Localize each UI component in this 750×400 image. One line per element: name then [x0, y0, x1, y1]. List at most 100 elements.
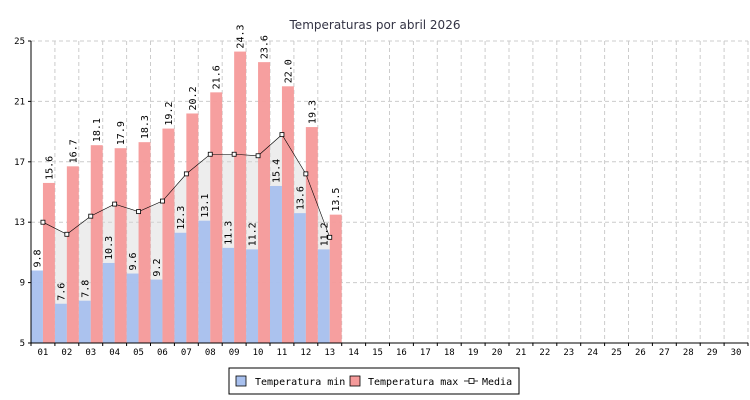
- value-label-max-04: 17.9: [116, 121, 127, 145]
- legend-swatch-max: [349, 375, 361, 387]
- value-label-min-04: 10.3: [104, 236, 115, 260]
- x-tick-label-11: 11: [277, 348, 288, 358]
- value-label-min-09: 11.3: [224, 221, 235, 245]
- x-tick-label-18: 18: [444, 348, 455, 358]
- value-label-max-08: 21.6: [212, 65, 223, 89]
- value-label-min-11: 15.4: [271, 159, 282, 183]
- bar-min-05: [126, 273, 139, 343]
- value-label-min-01: 9.8: [32, 249, 43, 267]
- x-tick-label-19: 19: [468, 348, 479, 358]
- bar-min-12: [293, 213, 306, 343]
- x-tick-label-02: 02: [61, 348, 72, 358]
- x-tick-label-04: 04: [109, 348, 120, 358]
- media-marker-03: [88, 213, 94, 219]
- bar-min-01: [31, 270, 43, 343]
- bar-max-12: [305, 127, 318, 343]
- media-marker-05: [136, 209, 141, 215]
- x-tick-label-28: 28: [683, 348, 694, 358]
- media-marker-06: [160, 198, 165, 204]
- x-tick-label-15: 15: [372, 348, 383, 358]
- x-tick-label-13: 13: [324, 348, 335, 358]
- x-tick-label-09: 09: [229, 348, 240, 358]
- y-tick-label-25: 25: [14, 37, 25, 47]
- y-tick-label-17: 17: [14, 158, 25, 168]
- bar-max-07: [186, 113, 199, 343]
- y-tick-label-13: 13: [14, 218, 25, 228]
- value-label-min-02: 7.6: [56, 283, 67, 301]
- x-tick-label-08: 08: [205, 348, 216, 358]
- value-label-max-07: 20.2: [188, 86, 199, 110]
- value-label-max-01: 15.6: [44, 156, 55, 180]
- legend-label-max: Temperatura max: [368, 377, 458, 388]
- y-tick-label-9: 9: [20, 279, 25, 289]
- media-line: [40, 132, 333, 240]
- bar-min-04: [102, 262, 115, 343]
- value-label-min-13: 11.2: [319, 222, 330, 246]
- bar-min-03: [78, 300, 91, 343]
- x-tick-label-10: 10: [253, 348, 264, 358]
- legend-swatch-min: [235, 375, 247, 387]
- media-marker-12: [303, 171, 309, 177]
- value-label-min-08: 13.1: [200, 194, 211, 218]
- x-tick-label-17: 17: [420, 348, 431, 358]
- x-tick-label-06: 06: [157, 348, 168, 358]
- value-label-max-03: 18.1: [92, 118, 103, 142]
- x-tick-label-12: 12: [300, 348, 311, 358]
- value-label-min-10: 11.2: [248, 222, 259, 246]
- value-label-min-03: 7.8: [80, 280, 91, 298]
- bar-min-09: [222, 247, 235, 343]
- bar-max-09: [234, 51, 247, 343]
- legend-label-min: Temperatura min: [255, 377, 345, 388]
- media-marker-09: [231, 151, 237, 157]
- value-label-max-11: 22.0: [283, 59, 294, 83]
- legend: Temperatura min Temperatura max Media: [228, 367, 520, 395]
- media-marker-11: [279, 132, 285, 138]
- bar-min-08: [198, 220, 211, 343]
- value-label-max-05: 18.3: [140, 115, 151, 139]
- x-tick-label-03: 03: [85, 348, 96, 358]
- axes: 5 9 13 17 21 25 01 02 03 04 05 06 07 08 09 10 11 12 13 14 15…: [14, 37, 749, 358]
- bar-min-10: [246, 249, 259, 343]
- media-marker-02: [64, 231, 70, 237]
- media-marker-07: [183, 171, 189, 177]
- media-marker-08: [207, 151, 213, 157]
- value-label-max-12: 19.3: [307, 100, 318, 124]
- legend-marker-media: [468, 378, 475, 384]
- bar-max-06: [162, 128, 175, 343]
- bar-max-13: [329, 214, 342, 343]
- value-labels: 9.8 7.6 7.8 10.3 9.6 9.2 12.3 13.1 11.3 11.2 15.4 1…: [32, 24, 342, 300]
- x-tick-label-23: 23: [563, 348, 574, 358]
- value-label-min-07: 12.3: [176, 206, 187, 230]
- x-tick-label-05: 05: [133, 348, 144, 358]
- bar-max-03: [90, 145, 103, 343]
- bar-max-04: [114, 148, 127, 343]
- value-label-min-06: 9.2: [152, 259, 163, 277]
- y-tick-label-5: 5: [20, 339, 25, 349]
- bar-min-13: [317, 249, 330, 343]
- x-tick-label-26: 26: [635, 348, 646, 358]
- bar-max-05: [138, 142, 151, 343]
- y-tick-label-21: 21: [14, 97, 25, 107]
- x-tick-label-20: 20: [492, 348, 503, 358]
- legend-label-media: Media: [482, 377, 512, 388]
- x-tick-label-25: 25: [611, 348, 622, 358]
- media-marker-04: [112, 201, 118, 207]
- x-tick-label-07: 07: [181, 348, 192, 358]
- x-tick-label-29: 29: [707, 348, 718, 358]
- chart-title: Temperaturas por abril 2026: [289, 18, 461, 32]
- value-label-max-02: 16.7: [68, 139, 79, 163]
- value-label-min-12: 13.6: [295, 186, 306, 210]
- value-label-min-05: 9.6: [128, 252, 139, 270]
- media-marker-10: [255, 153, 261, 159]
- x-tick-label-16: 16: [396, 348, 407, 358]
- bars: [31, 51, 342, 344]
- bar-min-11: [270, 185, 282, 343]
- bar-min-07: [174, 232, 187, 343]
- value-label-max-13: 13.5: [331, 188, 342, 212]
- bar-min-02: [54, 303, 67, 343]
- media-marker-01: [40, 219, 46, 225]
- x-tick-label-24: 24: [587, 348, 598, 358]
- bar-max-10: [258, 62, 270, 343]
- x-tick-label-01: 01: [38, 348, 49, 358]
